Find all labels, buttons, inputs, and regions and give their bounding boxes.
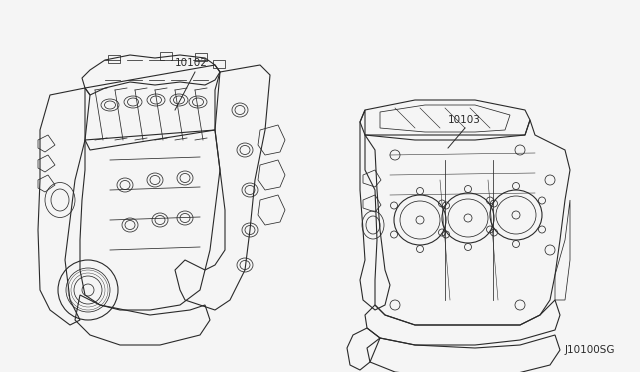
Text: J10100SG: J10100SG (564, 345, 615, 355)
Text: 10102: 10102 (175, 58, 208, 68)
Text: 10103: 10103 (448, 115, 481, 125)
